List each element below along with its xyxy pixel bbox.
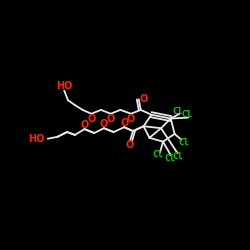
Text: Cl: Cl: [178, 138, 189, 147]
Text: HO: HO: [56, 81, 72, 91]
Text: O: O: [120, 118, 128, 128]
Text: Cl: Cl: [172, 107, 183, 116]
Text: Cl: Cl: [172, 152, 183, 160]
Text: Cl: Cl: [164, 154, 175, 162]
Text: O: O: [127, 114, 135, 124]
Text: HO: HO: [28, 134, 44, 144]
Text: O: O: [80, 120, 89, 130]
Text: Cl: Cl: [182, 110, 192, 119]
Text: O: O: [100, 119, 108, 129]
Text: Cl: Cl: [153, 150, 164, 159]
Text: O: O: [126, 140, 134, 150]
Text: O: O: [106, 114, 115, 124]
Text: O: O: [87, 114, 96, 124]
Text: O: O: [140, 94, 148, 104]
